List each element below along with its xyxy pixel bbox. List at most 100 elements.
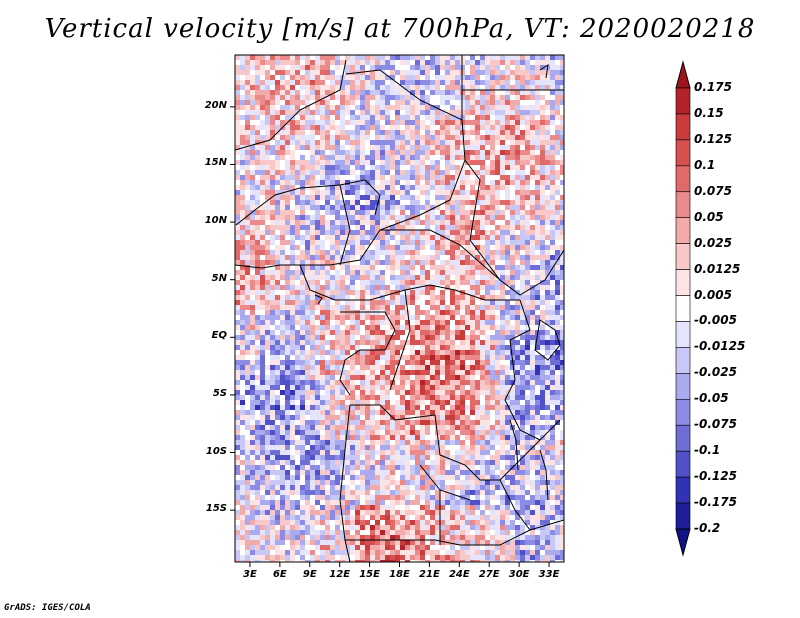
field-cell: [535, 150, 540, 155]
field-cell: [250, 290, 255, 295]
field-cell: [485, 420, 490, 425]
field-cell: [390, 340, 395, 345]
field-cell: [440, 125, 445, 130]
field-cell: [285, 140, 290, 145]
field-cell: [470, 140, 475, 145]
field-cell: [355, 245, 360, 250]
field-cell: [380, 130, 385, 135]
field-cell: [445, 430, 450, 435]
field-cell: [315, 125, 320, 130]
field-cell: [460, 140, 465, 145]
field-cell: [410, 360, 415, 365]
field-cell: [520, 300, 525, 305]
field-cell: [545, 205, 550, 210]
field-cell: [310, 85, 315, 90]
field-cell: [295, 380, 300, 385]
field-cell: [520, 425, 525, 430]
field-cell: [335, 330, 340, 335]
field-cell: [360, 230, 365, 235]
field-cell: [375, 120, 380, 125]
field-cell: [475, 140, 480, 145]
field-cell: [465, 120, 470, 125]
field-cell: [550, 225, 555, 230]
field-cell: [405, 70, 410, 75]
field-cell: [240, 380, 245, 385]
field-cell: [290, 195, 295, 200]
field-cell: [495, 205, 500, 210]
field-cell: [375, 185, 380, 190]
field-cell: [475, 305, 480, 310]
field-cell: [530, 240, 535, 245]
field-cell: [540, 235, 545, 240]
field-cell: [235, 290, 240, 295]
field-cell: [495, 395, 500, 400]
field-cell: [530, 255, 535, 260]
field-cell: [290, 215, 295, 220]
field-cell: [550, 70, 555, 75]
field-cell: [415, 310, 420, 315]
field-cell: [535, 425, 540, 430]
field-cell: [480, 410, 485, 415]
field-cell: [340, 375, 345, 380]
field-cell: [315, 250, 320, 255]
field-cell: [245, 275, 250, 280]
field-cell: [310, 95, 315, 100]
field-cell: [455, 415, 460, 420]
field-cell: [540, 230, 545, 235]
field-cell: [355, 320, 360, 325]
field-cell: [390, 60, 395, 65]
field-cell: [335, 70, 340, 75]
field-cell: [505, 100, 510, 105]
field-cell: [320, 140, 325, 145]
field-cell: [450, 240, 455, 245]
field-cell: [315, 260, 320, 265]
field-cell: [455, 75, 460, 80]
field-cell: [505, 395, 510, 400]
field-cell: [450, 235, 455, 240]
field-cell: [310, 225, 315, 230]
field-cell: [240, 130, 245, 135]
field-cell: [545, 150, 550, 155]
field-cell: [460, 175, 465, 180]
field-cell: [515, 330, 520, 335]
field-cell: [305, 305, 310, 310]
field-cell: [495, 370, 500, 375]
field-cell: [265, 145, 270, 150]
field-cell: [385, 145, 390, 150]
field-cell: [485, 210, 490, 215]
field-cell: [465, 430, 470, 435]
field-cell: [240, 105, 245, 110]
field-cell: [295, 385, 300, 390]
field-cell: [465, 415, 470, 420]
field-cell: [515, 390, 520, 395]
field-cell: [555, 265, 560, 270]
field-cell: [525, 170, 530, 175]
field-cell: [345, 90, 350, 95]
field-cell: [265, 325, 270, 330]
field-cell: [270, 220, 275, 225]
field-cell: [250, 355, 255, 360]
field-cell: [440, 240, 445, 245]
field-cell: [520, 285, 525, 290]
field-cell: [365, 245, 370, 250]
field-cell: [290, 145, 295, 150]
field-cell: [415, 365, 420, 370]
field-cell: [350, 55, 355, 60]
field-cell: [545, 295, 550, 300]
field-cell: [375, 130, 380, 135]
field-cell: [560, 300, 564, 305]
field-cell: [515, 195, 520, 200]
field-cell: [270, 195, 275, 200]
field-cell: [550, 95, 555, 100]
field-cell: [505, 370, 510, 375]
field-cell: [320, 60, 325, 65]
field-cell: [365, 160, 370, 165]
field-cell: [560, 370, 564, 375]
field-cell: [330, 380, 335, 385]
field-cell: [320, 260, 325, 265]
field-cell: [325, 400, 330, 405]
field-cell: [375, 220, 380, 225]
field-cell: [400, 360, 405, 365]
field-cell: [520, 255, 525, 260]
field-cell: [465, 425, 470, 430]
